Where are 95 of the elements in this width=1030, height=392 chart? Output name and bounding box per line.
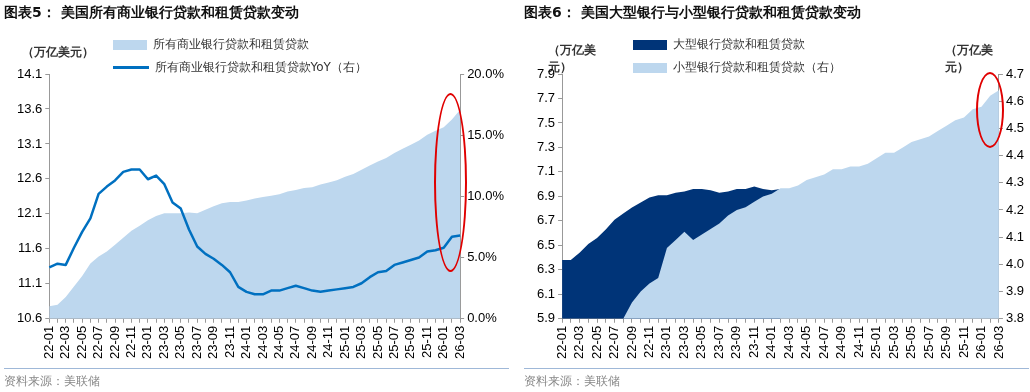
x-tick-label: 25-07	[385, 325, 401, 359]
y2-tick-label: 10.0%	[467, 187, 505, 203]
x-tick-label: 24-09	[303, 325, 319, 359]
y-tick-label: 7.1	[536, 163, 556, 179]
y-tick-label: 11.6	[17, 240, 43, 256]
text: 资料来源：美联储	[4, 368, 509, 390]
y-tick-label: 7.3	[536, 139, 556, 154]
x-tick-label: 25-05	[369, 325, 385, 359]
x-tick-label: 23-05	[172, 325, 188, 359]
y-tick-label: 10.6	[16, 310, 43, 326]
x-tick-label: 25-11	[955, 325, 971, 359]
x-tick-label: 25-03	[353, 325, 369, 359]
x-tick-label: 23-11	[745, 325, 761, 359]
y2-tick-label: 4.4	[1005, 147, 1025, 163]
x-tick-label: 23-09	[728, 325, 744, 359]
x-tick-label: 23-03	[155, 325, 171, 359]
x-tick-label: 22-07	[606, 325, 622, 359]
x-tick-label: 23-01	[139, 325, 155, 359]
y2-tick-label: 15.0%	[467, 126, 505, 142]
legend-label: 大型银行贷款和租赁贷款	[672, 36, 805, 53]
x-tick-label: 23-09	[205, 325, 221, 359]
x-tick-label: 22-11	[641, 325, 657, 359]
x-tick-label: 24-05	[270, 325, 286, 359]
y2-tick-label: 4.7	[1005, 65, 1025, 81]
y-tick-label: 6.5	[536, 236, 556, 252]
y-tick-label: 6.9	[536, 187, 556, 203]
x-tick-label: 22-09	[623, 325, 639, 359]
x-tick-label: 22-05	[588, 325, 604, 359]
x-tick-label: 23-05	[693, 325, 709, 359]
x-tick-label: 22-11	[123, 325, 139, 359]
x-tick-label: 25-11	[418, 325, 434, 359]
x-tick-label: 25-01	[336, 325, 352, 359]
legend-label: 小型银行贷款和租赁贷款（右）	[672, 59, 841, 76]
x-tick-label: 25-05	[903, 325, 919, 359]
y-tick-label: 6.1	[536, 285, 556, 301]
x-tick-label: 23-07	[188, 325, 204, 359]
x-tick-label: 25-07	[920, 325, 936, 359]
x-tick-label: 22-07	[90, 325, 106, 359]
y2-tick-label: 4.2	[1005, 201, 1025, 217]
x-tick-label: 23-03	[675, 325, 691, 359]
y2-tick-label: 3.9	[1005, 283, 1025, 299]
x-tick-label: 23-07	[710, 325, 726, 359]
y2-tick-label: 4.5	[1005, 119, 1025, 135]
y-tick-label: 13.1	[16, 135, 43, 151]
x-tick-label: 26-01	[973, 325, 989, 359]
x-tick-label: 24-11	[850, 325, 866, 359]
x-tick-label: 22-03	[57, 325, 73, 359]
x-tick-label: 25-09	[938, 325, 954, 359]
y-tick-label: 12.6	[16, 170, 43, 186]
y2-tick-label: 0.0%	[467, 310, 498, 326]
y-tick-label: 6.7	[536, 212, 556, 228]
x-tick-label: 24-07	[815, 325, 831, 359]
x-tick-label: 24-11	[320, 325, 336, 359]
x-tick-label: 22-09	[106, 325, 122, 359]
y-tick-label: 11.1	[17, 275, 43, 291]
x-tick-label: 25-03	[885, 325, 901, 359]
y-tick-label: 7.5	[536, 114, 556, 130]
x-tick-label: 22-01	[553, 325, 569, 359]
x-tick-label: 23-01	[658, 325, 674, 359]
x-tick-label: 24-01	[763, 325, 779, 359]
y-tick-label: 5.9	[536, 310, 556, 326]
x-tick-label: 22-03	[571, 325, 587, 359]
x-tick-label: 22-01	[40, 325, 56, 359]
y-tick-label: 12.1	[16, 205, 43, 221]
chart-title: 图表5： 美国所有商业银行贷款和租赁贷款变动	[4, 4, 299, 22]
x-tick-label: 24-01	[238, 325, 254, 359]
y2-axis-title: （万亿美元）	[945, 42, 994, 76]
x-tick-label: 23-11	[221, 325, 237, 359]
x-tick-label: 24-03	[780, 325, 796, 359]
x-tick-label: 26-01	[435, 325, 451, 359]
x-tick-label: 25-09	[402, 325, 418, 359]
x-tick-label: 24-09	[833, 325, 849, 359]
x-tick-label: 26-03	[451, 325, 467, 359]
x-tick-label: 25-01	[868, 325, 884, 359]
x-tick-label: 24-05	[798, 325, 814, 359]
y-tick-label: 13.6	[16, 100, 43, 116]
y-tick-label: 14.1	[16, 65, 43, 81]
y2-tick-label: 4.3	[1005, 174, 1025, 190]
y2-tick-label: 4.1	[1005, 228, 1025, 244]
text: 资料来源：美联储	[524, 368, 1029, 390]
y2-tick-label: 4.6	[1005, 92, 1025, 108]
y-tick-label: 7.7	[536, 90, 556, 106]
x-tick-label: 22-05	[73, 325, 89, 359]
chart-title: 图表6： 美国大型银行与小型银行贷款和租赁贷款变动	[524, 4, 861, 22]
y2-tick-label: 4.0	[1005, 255, 1025, 271]
y2-tick-label: 5.0%	[467, 249, 498, 265]
legend-label: 所有商业银行贷款和租赁贷款YoY（右）	[154, 59, 367, 76]
x-tick-label: 24-03	[254, 325, 270, 359]
y2-tick-label: 3.8	[1005, 310, 1025, 326]
x-tick-label: 26-03	[990, 325, 1006, 359]
legend-label: 所有商业银行贷款和租赁贷款	[152, 36, 309, 53]
y2-tick-label: 20.0%	[467, 65, 505, 81]
x-tick-label: 24-07	[287, 325, 303, 359]
y-axis-title: （万亿美元）	[22, 44, 94, 61]
y-tick-label: 6.3	[536, 261, 556, 277]
